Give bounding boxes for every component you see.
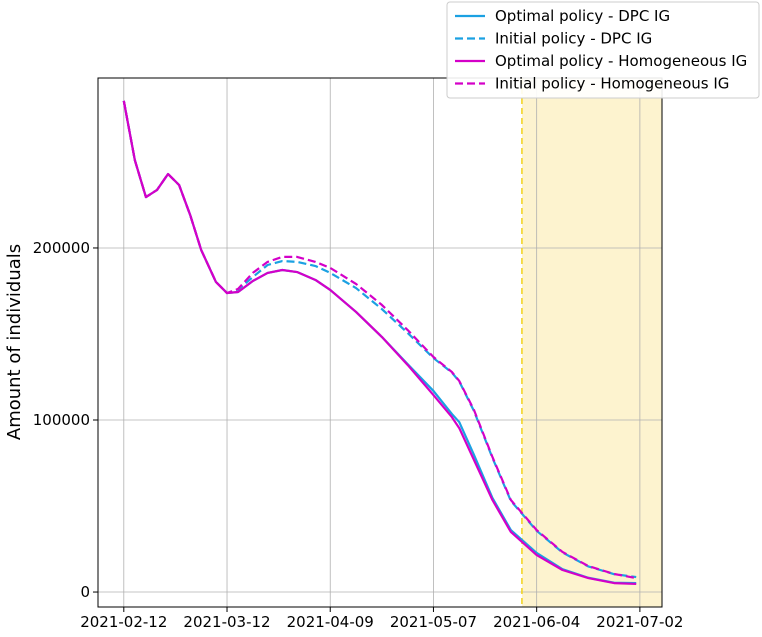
x-tick-label: 2021-04-09 <box>287 613 374 631</box>
y-axis-label: Amount of individuals <box>4 244 25 440</box>
y-tick-label: 0 <box>80 583 90 601</box>
legend-label: Optimal policy - DPC IG <box>495 7 670 25</box>
x-tick-label: 2021-07-02 <box>596 613 683 631</box>
highlight-region <box>521 78 662 607</box>
plot-frame <box>97 77 663 608</box>
legend-box <box>446 1 760 99</box>
x-tick-label: 2021-02-12 <box>80 613 167 631</box>
legend-label: Optimal policy - Homogeneous IG <box>495 52 747 70</box>
series-line <box>122 100 637 580</box>
x-tick-label: 2021-05-07 <box>390 613 477 631</box>
y-tick-label: 100000 <box>33 411 90 429</box>
legend-label: Initial policy - Homogeneous IG <box>495 75 729 93</box>
x-tick-label: 2021-03-12 <box>183 613 270 631</box>
legend: Optimal policy - DPC IG Initial policy - … <box>446 1 760 99</box>
y-tick-label: 200000 <box>33 239 90 257</box>
legend-label: Initial policy - DPC IG <box>495 30 652 48</box>
x-tick-label: 2021-06-04 <box>493 613 580 631</box>
